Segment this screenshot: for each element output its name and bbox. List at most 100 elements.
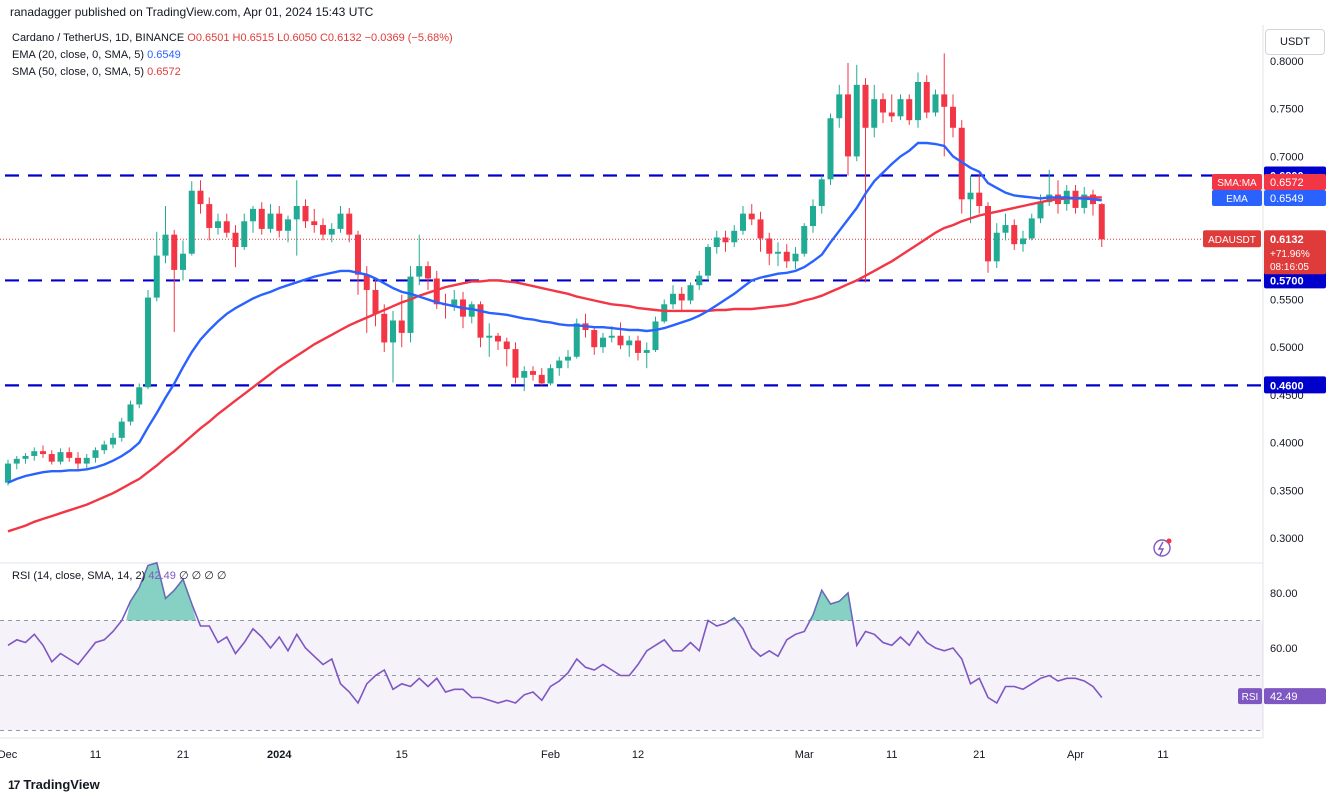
- candle-body: [880, 99, 886, 113]
- candle-body: [827, 118, 834, 180]
- candle-body: [643, 350, 650, 353]
- candle: [1002, 213, 1009, 241]
- candle: [258, 202, 265, 235]
- price-tick-label: 0.7000: [1270, 151, 1304, 163]
- candle-body: [1011, 225, 1018, 245]
- candle-body: [1098, 204, 1105, 240]
- currency-selector[interactable]: USDT: [1265, 29, 1325, 55]
- candle: [512, 342, 519, 384]
- candle: [871, 84, 878, 138]
- candle: [337, 206, 344, 233]
- price-tick-label: 0.5500: [1270, 295, 1304, 307]
- candle: [302, 199, 309, 228]
- candle-body: [748, 213, 755, 220]
- time-tick-label: Mar: [795, 749, 814, 761]
- sma-legend-value: 0.6572: [147, 66, 181, 78]
- candle-body: [705, 247, 711, 276]
- candle-body: [381, 313, 388, 343]
- candle-body: [407, 276, 414, 333]
- candle-body: [215, 221, 221, 228]
- candle: [495, 332, 501, 351]
- level-tag: [1264, 271, 1326, 289]
- candle-body: [302, 206, 309, 222]
- candle: [626, 335, 633, 357]
- candle-body: [188, 190, 195, 254]
- candle-body: [757, 219, 764, 239]
- candle: [206, 197, 213, 241]
- price-tick-label: 0.3000: [1270, 533, 1304, 545]
- candle-body: [810, 206, 816, 227]
- time-tick-label: Feb: [541, 749, 560, 761]
- candle-body: [871, 99, 878, 128]
- candle: [407, 266, 414, 343]
- time-tick-label: 2024: [267, 749, 292, 761]
- price-tick-label: 0.8000: [1270, 56, 1304, 68]
- candle: [591, 326, 598, 355]
- candle: [897, 94, 904, 121]
- candle: [853, 64, 860, 162]
- candle: [757, 211, 764, 252]
- candle: [355, 230, 361, 295]
- candle-body: [853, 84, 860, 157]
- candle: [381, 304, 388, 352]
- candle: [915, 72, 921, 128]
- candle: [783, 244, 790, 269]
- level-tag: [1264, 376, 1326, 394]
- candle-body: [556, 360, 563, 369]
- candle: [31, 447, 38, 461]
- candle-body: [906, 99, 913, 121]
- candle: [118, 417, 125, 442]
- price-tick-label: 0.3500: [1270, 485, 1304, 497]
- candle: [635, 335, 641, 361]
- ema-tag-label: EMA: [1226, 194, 1248, 205]
- candle-body: [1020, 238, 1026, 245]
- symbol-name: Cardano / TetherUS, 1D, BINANCE: [12, 32, 185, 44]
- candle: [197, 180, 204, 214]
- candle-body: [976, 192, 983, 207]
- candle-body: [888, 112, 895, 117]
- last-price-symbol-box: [1203, 230, 1261, 248]
- candle: [958, 120, 965, 214]
- candle: [127, 400, 134, 426]
- candle-body: [670, 293, 676, 305]
- candle: [722, 230, 729, 252]
- candle-body: [766, 238, 773, 254]
- rsi-line: [7, 561, 1103, 705]
- candle: [503, 337, 510, 367]
- candle-body: [468, 304, 475, 317]
- candle: [678, 287, 685, 311]
- last-price-box: [1264, 230, 1326, 275]
- candle: [320, 218, 326, 241]
- candle-body: [22, 455, 29, 459]
- candle: [713, 230, 720, 254]
- candle-body: [110, 437, 116, 445]
- candle: [705, 244, 711, 281]
- candle-body: [573, 323, 580, 357]
- candle: [941, 53, 948, 157]
- rsi-overbought-fill: [808, 590, 853, 621]
- rsi-value: 42.49: [1270, 691, 1298, 703]
- candle-body: [617, 335, 624, 346]
- time-tick-label: 11: [886, 749, 897, 761]
- candle: [1020, 230, 1026, 252]
- sma-legend: SMA (50, close, 0, SMA, 5) 0.6572: [12, 66, 181, 78]
- candle-body: [626, 340, 633, 346]
- candle: [180, 240, 186, 281]
- candle: [993, 223, 1000, 269]
- candle-body: [153, 255, 160, 298]
- candle-body: [635, 340, 641, 353]
- time-tick-label: 15: [396, 749, 408, 761]
- candle: [862, 78, 869, 283]
- candle: [836, 84, 843, 128]
- rsi-legend: RSI (14, close, SMA, 14, 2) 42.49 ∅ ∅ ∅ …: [12, 569, 226, 582]
- sma-tag-price-box: [1264, 174, 1326, 190]
- ema-tag-price-box: [1264, 190, 1326, 206]
- candle: [845, 62, 851, 176]
- candle: [906, 94, 913, 125]
- candle: [13, 455, 20, 470]
- tradingview-logo[interactable]: 17 TradingView: [8, 777, 100, 792]
- sma-legend-label: SMA (50, close, 0, SMA, 5): [12, 66, 145, 78]
- candle: [101, 440, 108, 455]
- candle-body: [897, 99, 904, 117]
